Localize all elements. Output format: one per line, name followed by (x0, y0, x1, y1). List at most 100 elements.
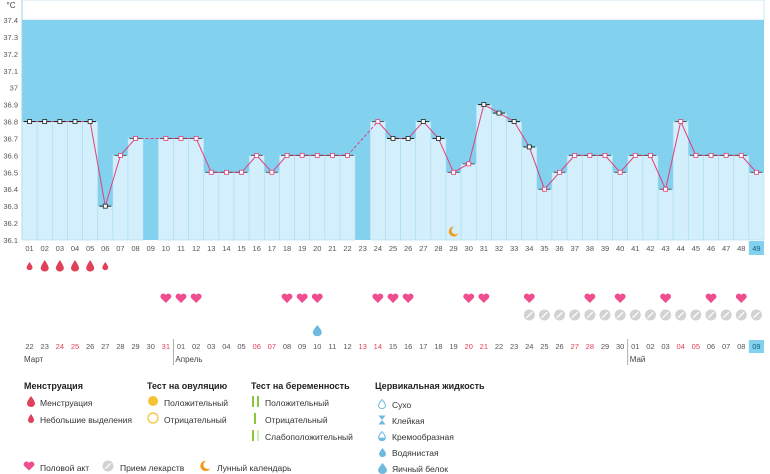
pregnancy-negative-icon (254, 413, 256, 424)
temperature-bar (612, 172, 629, 241)
temperature-point (239, 169, 244, 175)
cycle-day-label: 01 (25, 244, 33, 253)
heart-icon (523, 293, 535, 303)
temperature-point (632, 152, 638, 158)
pill-icon-stroke (616, 311, 624, 319)
heart-icon (614, 293, 626, 303)
temperature-bar (581, 155, 598, 241)
cycle-day-label: 07 (116, 244, 124, 253)
temperature-point (284, 152, 290, 158)
legend-intercourse-label: Половой акт (40, 463, 90, 473)
temperature-bar (672, 121, 689, 241)
date-label: 24 (56, 342, 64, 351)
date-label: 24 (525, 342, 533, 351)
cycle-day-label: 05 (86, 244, 94, 253)
temperature-bar (566, 155, 583, 241)
temperature-line (453, 163, 469, 173)
y-tick-label: 36.6 (3, 151, 18, 160)
temperature-line (104, 155, 121, 207)
date-label: 19 (449, 342, 457, 351)
date-label: 03 (207, 342, 215, 351)
date-label: 05 (692, 342, 700, 351)
temperature-bar (430, 138, 447, 241)
pill-icon-stroke (571, 311, 578, 319)
cycle-day-label: 03 (56, 244, 64, 253)
pill-icon-stroke (541, 311, 548, 319)
date-label: 06 (707, 342, 715, 351)
temperature-point (178, 136, 184, 141)
temperature-point (542, 186, 547, 192)
pill-icon-stroke (722, 311, 730, 319)
date-label: 02 (192, 342, 200, 351)
date-label: 11 (329, 342, 337, 351)
cycle-day-label: 02 (41, 244, 49, 253)
cervical-watery-icon (379, 448, 386, 457)
date-label: 01 (631, 342, 639, 351)
temperature-bar (506, 121, 523, 241)
date-label: 23 (41, 342, 49, 351)
temperature-line (271, 155, 288, 173)
temperature-bar (718, 155, 735, 241)
temperature-bar (309, 155, 326, 241)
date-label: 29 (131, 342, 139, 351)
temperature-bar (294, 155, 311, 241)
cycle-day-label: 36 (555, 244, 563, 253)
temperature-bar (188, 138, 205, 241)
cycle-day-label: 41 (631, 244, 639, 253)
current-day-highlight (748, 241, 764, 255)
temperature-point (738, 152, 744, 158)
cycle-day-label: 19 (298, 244, 306, 253)
temperature-bar (112, 155, 129, 241)
date-label: 08 (283, 342, 291, 351)
temperature-line (680, 121, 697, 156)
pill-icon-stroke (586, 311, 594, 319)
temperature-bar (657, 188, 674, 241)
legend-cervical-watery-label: Водянистая (392, 448, 439, 458)
date-label: 28 (586, 342, 594, 351)
date-label: 16 (404, 342, 412, 351)
temperature-bar (203, 172, 220, 241)
cycle-day-label: 29 (449, 244, 457, 253)
temperature-bar (445, 172, 462, 241)
temperature-line (256, 155, 273, 173)
temperature-bar (415, 121, 432, 241)
y-tick-label: 37.2 (3, 50, 18, 59)
temperature-bar (385, 138, 401, 241)
legend-menstruation-label: Менструация (40, 398, 93, 408)
date-label: 30 (616, 342, 624, 351)
month-label: Март (24, 355, 43, 364)
cycle-day-label: 18 (283, 244, 291, 253)
cycle-day-label: 44 (677, 244, 685, 253)
cycle-day-label: 17 (268, 244, 276, 253)
date-label: 02 (646, 342, 654, 351)
date-label: 26 (555, 342, 563, 351)
temperature-bar (263, 172, 280, 241)
heart-icon (311, 293, 323, 303)
cycle-day-label: 46 (707, 244, 715, 253)
cycle-day-label: 31 (480, 244, 488, 253)
date-label: 03 (661, 342, 669, 351)
heart-icon (372, 293, 384, 303)
cervical-egg-white-icon (312, 325, 322, 337)
temperature-point (390, 136, 396, 141)
y-tick-label: 37 (10, 84, 18, 93)
month-label: Май (630, 355, 646, 364)
temperature-point (481, 102, 487, 108)
pill-icon-stroke (738, 311, 745, 319)
temperature-line (89, 121, 106, 207)
cycle-day-label: 45 (692, 244, 700, 253)
temperature-line (619, 155, 636, 173)
temperature-point (648, 152, 653, 158)
date-label: 27 (101, 342, 109, 351)
moon-icon (200, 460, 211, 472)
date-label: 12 (343, 342, 351, 351)
temperature-line (498, 112, 515, 122)
legend-pregnancy-title: Тест на беременность (251, 381, 350, 391)
heart-icon (660, 293, 671, 303)
legend-pregnancy-positive-label: Положительный (265, 398, 329, 408)
date-label: 22 (25, 342, 33, 351)
temperature-bar (97, 205, 114, 241)
cycle-day-label: 38 (586, 244, 594, 253)
temperature-bar (369, 121, 386, 241)
cycle-day-label: 23 (359, 244, 367, 253)
